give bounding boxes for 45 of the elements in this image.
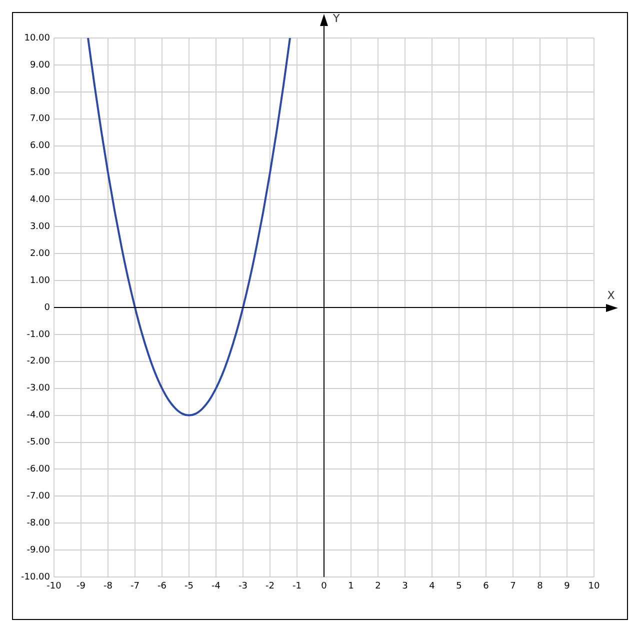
x-tick-label: 1: [348, 582, 354, 592]
y-tick-label: -8.00: [26, 518, 50, 528]
x-tick-label: -4: [212, 582, 221, 592]
y-tick-label: 3.00: [30, 222, 50, 232]
x-tick-label: -1: [292, 582, 302, 592]
y-tick-label: 5.00: [30, 168, 50, 178]
y-axis-title: Y: [332, 12, 340, 25]
x-tick-label: 2: [375, 582, 381, 592]
y-tick-label: -6.00: [26, 464, 50, 475]
x-tick-label: -3: [238, 582, 248, 592]
x-tick-label: -2: [266, 582, 274, 592]
x-tick-label: 8: [537, 582, 544, 592]
y-tick-label: 2.00: [30, 248, 50, 259]
y-tick-label: 10.00: [24, 33, 50, 44]
y-tick-label: 6.00: [30, 141, 50, 152]
x-tick-label: -6: [158, 582, 167, 592]
x-tick-label: -5: [184, 582, 194, 592]
x-tick-label: 0: [321, 582, 328, 592]
line-series: [87, 38, 291, 416]
x-tick-label: 4: [429, 582, 436, 592]
y-tick-label: 4.00: [30, 195, 50, 206]
y-tick-label: -4.00: [26, 410, 50, 421]
x-tick-label: 9: [564, 582, 570, 592]
x-tick-label: 7: [510, 582, 516, 592]
y-tick-label: 0: [44, 302, 50, 313]
x-axis-title: X: [607, 288, 616, 302]
x-tick-label: -10: [46, 582, 62, 592]
y-tick-label: -3.00: [26, 384, 50, 394]
x-tick-label: -8: [104, 582, 113, 592]
x-tick-label: -7: [130, 582, 140, 592]
y-tick-label: -10.00: [20, 572, 50, 582]
y-tick-label: -2.00: [26, 356, 50, 367]
y-tick-label: -5.00: [26, 438, 50, 448]
x-tick-label: 3: [402, 582, 408, 592]
y-tick-label: 1.00: [30, 276, 50, 286]
y-tick-label: -9.00: [26, 545, 50, 556]
x-tick-label: 5: [456, 582, 462, 592]
y-tick-label: -7.00: [26, 491, 50, 502]
y-tick-label: 9.00: [30, 60, 50, 70]
x-tick-label: 10: [588, 582, 600, 592]
y-tick-label: -1.00: [26, 330, 50, 340]
x-tick-label: -9: [76, 582, 86, 592]
y-tick-label: 8.00: [30, 87, 50, 98]
y-tick-label: 7.00: [30, 114, 50, 124]
x-tick-label: 6: [483, 582, 490, 592]
